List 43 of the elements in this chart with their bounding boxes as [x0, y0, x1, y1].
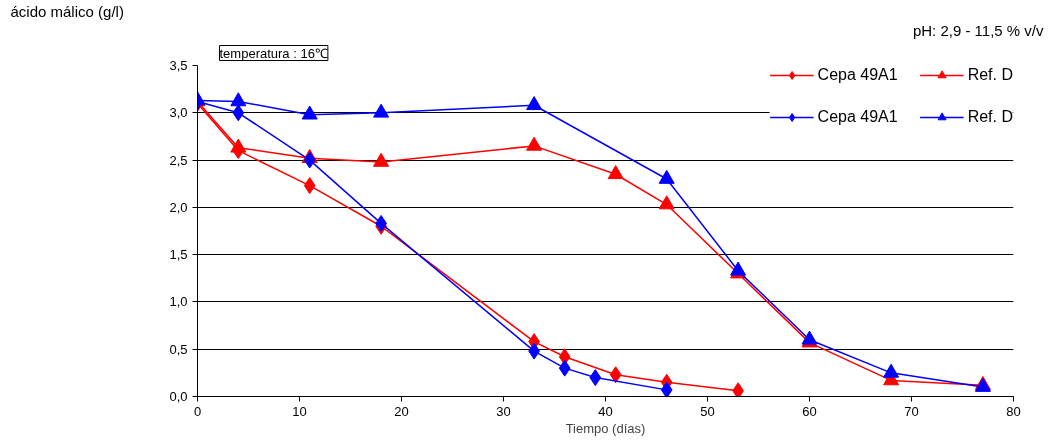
- point: [301, 105, 318, 120]
- point: [303, 177, 316, 195]
- point: [526, 96, 543, 111]
- y-tick-label: 3,0: [169, 105, 188, 121]
- x-tick-label: 80: [1006, 403, 1021, 419]
- x-tick-label: 50: [700, 403, 715, 419]
- y-tick-label: 0,5: [169, 341, 188, 357]
- point: [732, 382, 744, 397]
- y-tick-label: 1,5: [169, 247, 188, 263]
- y-tick-label: 3,5: [169, 58, 188, 73]
- point: [558, 359, 571, 377]
- point: [230, 92, 247, 107]
- x-tick-label: 0: [193, 403, 202, 419]
- point: [303, 151, 316, 169]
- x-tick-label: 30: [496, 403, 511, 419]
- legend-label: Cepa 49A1: [817, 108, 898, 126]
- x-axis-title: Tiempo (días): [565, 420, 646, 436]
- legend-label: Cepa 49A1: [817, 66, 898, 84]
- y-tick-label: 2,5: [169, 152, 188, 168]
- point: [658, 169, 675, 184]
- text: pH: 2,9 - 11,5 % v/v: [912, 21, 1044, 39]
- point: [230, 138, 247, 153]
- legend-label: Ref. D: [967, 108, 1013, 126]
- point: [883, 363, 900, 378]
- point: [373, 152, 390, 167]
- y-tick-label: 0,0: [169, 389, 188, 404]
- point: [660, 381, 673, 397]
- point: [658, 195, 675, 210]
- y-tick-label: 1,0: [169, 294, 188, 310]
- x-tick-label: 10: [292, 403, 307, 419]
- x-tick-label: 70: [904, 403, 919, 419]
- x-tick-label: 60: [802, 403, 817, 419]
- y-axis-title: ácido málico (g/l): [10, 2, 124, 20]
- legend-label: Ref. D: [967, 66, 1013, 84]
- x-tick-label: 40: [598, 403, 613, 419]
- point: [526, 136, 543, 151]
- point: [373, 103, 390, 118]
- point: [232, 104, 245, 122]
- x-tick-label: 20: [394, 403, 409, 419]
- point: [609, 366, 622, 384]
- point: [607, 165, 624, 180]
- y-tick-label: 2,0: [169, 199, 188, 215]
- point: [589, 369, 602, 387]
